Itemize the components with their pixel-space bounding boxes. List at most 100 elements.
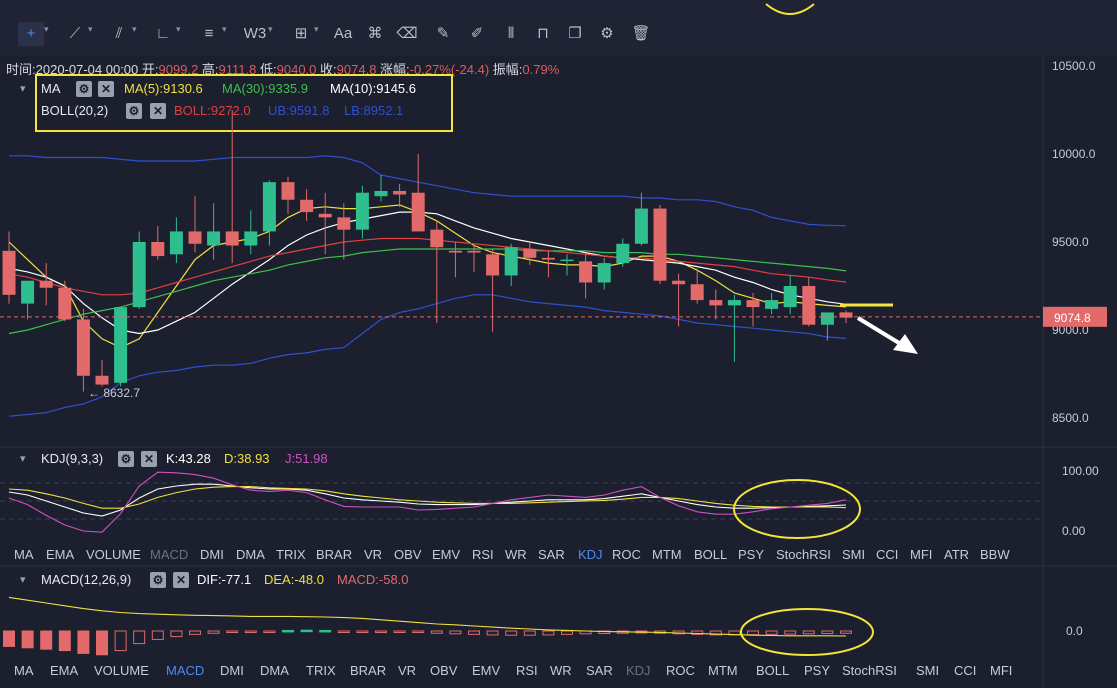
ma-collapse-icon[interactable]: ▾ — [20, 83, 26, 95]
tab-roc[interactable]: ROC — [666, 663, 695, 678]
candle-body — [169, 231, 183, 255]
price-tick-label: 8500.0 — [1052, 411, 1089, 425]
top-highlight-arc — [765, 3, 815, 15]
dropdown-caret-icon[interactable]: ▾ — [176, 24, 181, 34]
tab-volume[interactable]: VOLUME — [86, 547, 141, 562]
tab-dmi[interactable]: DMI — [200, 547, 224, 562]
macd-histogram-bar — [393, 630, 406, 633]
tab-wr[interactable]: WR — [505, 547, 527, 562]
tab-smi[interactable]: SMI — [842, 547, 866, 562]
tab-ema[interactable]: EMA — [46, 547, 75, 562]
trendline-icon[interactable]: ⟋ — [69, 25, 81, 42]
tab-obv[interactable]: OBV — [430, 663, 458, 678]
macd-histogram-bar — [151, 630, 164, 640]
tab-psy[interactable]: PSY — [804, 663, 831, 678]
tab-mtm[interactable]: MTM — [708, 663, 738, 678]
kdj-line-d — [8, 486, 847, 509]
dropdown-caret-icon[interactable]: ▾ — [268, 24, 273, 34]
crosshair-icon[interactable]: + — [18, 22, 44, 46]
tab-trix[interactable]: TRIX — [306, 663, 336, 678]
dropdown-caret-icon[interactable]: ▾ — [132, 24, 137, 34]
tab-kdj[interactable]: KDJ — [578, 547, 603, 562]
wave-icon[interactable]: W3 — [243, 25, 267, 42]
tab-kdj[interactable]: KDJ — [626, 663, 651, 678]
tab-ma[interactable]: MA — [14, 547, 34, 562]
macd-close-icon[interactable]: ✕ — [173, 572, 189, 588]
macd-histogram-bar — [282, 629, 294, 633]
kdj-collapse-icon[interactable]: ▾ — [20, 453, 26, 465]
measure-icon[interactable]: ⦀ — [507, 25, 515, 42]
boll-legend-name: BOLL(20,2) — [41, 103, 109, 118]
tab-bbw[interactable]: BBW — [980, 547, 1010, 562]
dropdown-caret-icon[interactable]: ▾ — [88, 24, 93, 34]
tab-sar[interactable]: SAR — [586, 663, 613, 678]
tab-cci[interactable]: CCI — [876, 547, 899, 562]
tab-brar[interactable]: BRAR — [350, 663, 387, 678]
macd-histogram-bar — [542, 630, 555, 636]
ruler-icon[interactable]: ✎ — [436, 25, 450, 42]
eraser-icon[interactable]: ⌫ — [396, 25, 418, 42]
kdj-close-icon[interactable]: ✕ — [141, 451, 157, 467]
tab-emv[interactable]: EMV — [472, 663, 501, 678]
multi-line-icon[interactable]: ⫽ — [115, 25, 123, 42]
boll-close-icon[interactable]: ✕ — [150, 103, 166, 119]
pattern-icon[interactable]: ⌘ — [367, 25, 383, 42]
tab-boll[interactable]: BOLL — [756, 663, 790, 678]
tab-trix[interactable]: TRIX — [276, 547, 306, 562]
copy-icon[interactable]: ❐ — [568, 25, 582, 42]
tab-dmi[interactable]: DMI — [220, 663, 244, 678]
tab-macd[interactable]: MACD — [166, 663, 205, 678]
tab-dma[interactable]: DMA — [260, 663, 289, 678]
tab-vr[interactable]: VR — [398, 663, 417, 678]
tab-sar[interactable]: SAR — [538, 547, 565, 562]
tab-vr[interactable]: VR — [364, 547, 383, 562]
tab-roc[interactable]: ROC — [612, 547, 641, 562]
candle-body — [634, 208, 648, 244]
text-icon[interactable]: Aa — [333, 25, 353, 42]
tab-stochrsi[interactable]: StochRSI — [776, 547, 831, 562]
tab-emv[interactable]: EMV — [432, 547, 461, 562]
angle-icon[interactable]: ∟ — [155, 25, 171, 42]
tab-wr[interactable]: WR — [550, 663, 572, 678]
last-price-label: 9074.8 — [1054, 311, 1091, 325]
tab-smi[interactable]: SMI — [916, 663, 940, 678]
time-value: 2020-07-04 00:00 — [35, 62, 139, 77]
macd-tick-label: 0.0 — [1066, 624, 1083, 638]
lock-icon[interactable]: ⊓ — [537, 25, 549, 42]
kdj-settings-icon[interactable]: ⚙ — [118, 451, 134, 467]
tab-ema[interactable]: EMA — [50, 663, 79, 678]
tab-ma[interactable]: MA — [14, 663, 34, 678]
tab-mfi[interactable]: MFI — [990, 663, 1013, 678]
tab-rsi[interactable]: RSI — [516, 663, 538, 678]
dropdown-caret-icon[interactable]: ▾ — [314, 24, 319, 34]
macd-settings-icon[interactable]: ⚙ — [150, 572, 166, 588]
macd-collapse-icon[interactable]: ▾ — [20, 574, 26, 586]
price-tick-label: 9500.0 — [1052, 235, 1089, 249]
trash-icon[interactable]: 🗑 — [631, 25, 651, 42]
tab-atr[interactable]: ATR — [944, 547, 970, 562]
tab-obv[interactable]: OBV — [394, 547, 422, 562]
kdj-k-value: K:43.28 — [166, 451, 211, 466]
tab-brar[interactable]: BRAR — [316, 547, 353, 562]
kdj-d-value: D:38.93 — [224, 451, 270, 466]
tab-volume[interactable]: VOLUME — [94, 663, 149, 678]
tab-rsi[interactable]: RSI — [472, 547, 494, 562]
horizontal-lines-icon[interactable]: ≡ — [204, 25, 214, 42]
tab-psy[interactable]: PSY — [738, 547, 765, 562]
tab-stochrsi[interactable]: StochRSI — [842, 663, 897, 678]
ma-close-icon[interactable]: ✕ — [98, 81, 114, 97]
tab-dma[interactable]: DMA — [236, 547, 265, 562]
tab-cci[interactable]: CCI — [954, 663, 977, 678]
tab-macd[interactable]: MACD — [150, 547, 189, 562]
rectangle-icon[interactable]: ⊞ — [294, 25, 308, 42]
pen-icon[interactable]: ✐ — [470, 25, 484, 42]
dropdown-caret-icon[interactable]: ▾ — [222, 24, 227, 34]
settings-icon[interactable]: ⚙ — [600, 25, 614, 42]
boll-settings-icon[interactable]: ⚙ — [126, 103, 142, 119]
ma-settings-icon[interactable]: ⚙ — [76, 81, 92, 97]
tab-mfi[interactable]: MFI — [910, 547, 933, 562]
tab-boll[interactable]: BOLL — [694, 547, 728, 562]
macd-highlight-ellipse — [740, 608, 874, 656]
tab-mtm[interactable]: MTM — [652, 547, 682, 562]
dropdown-caret-icon[interactable]: ▾ — [44, 24, 49, 34]
